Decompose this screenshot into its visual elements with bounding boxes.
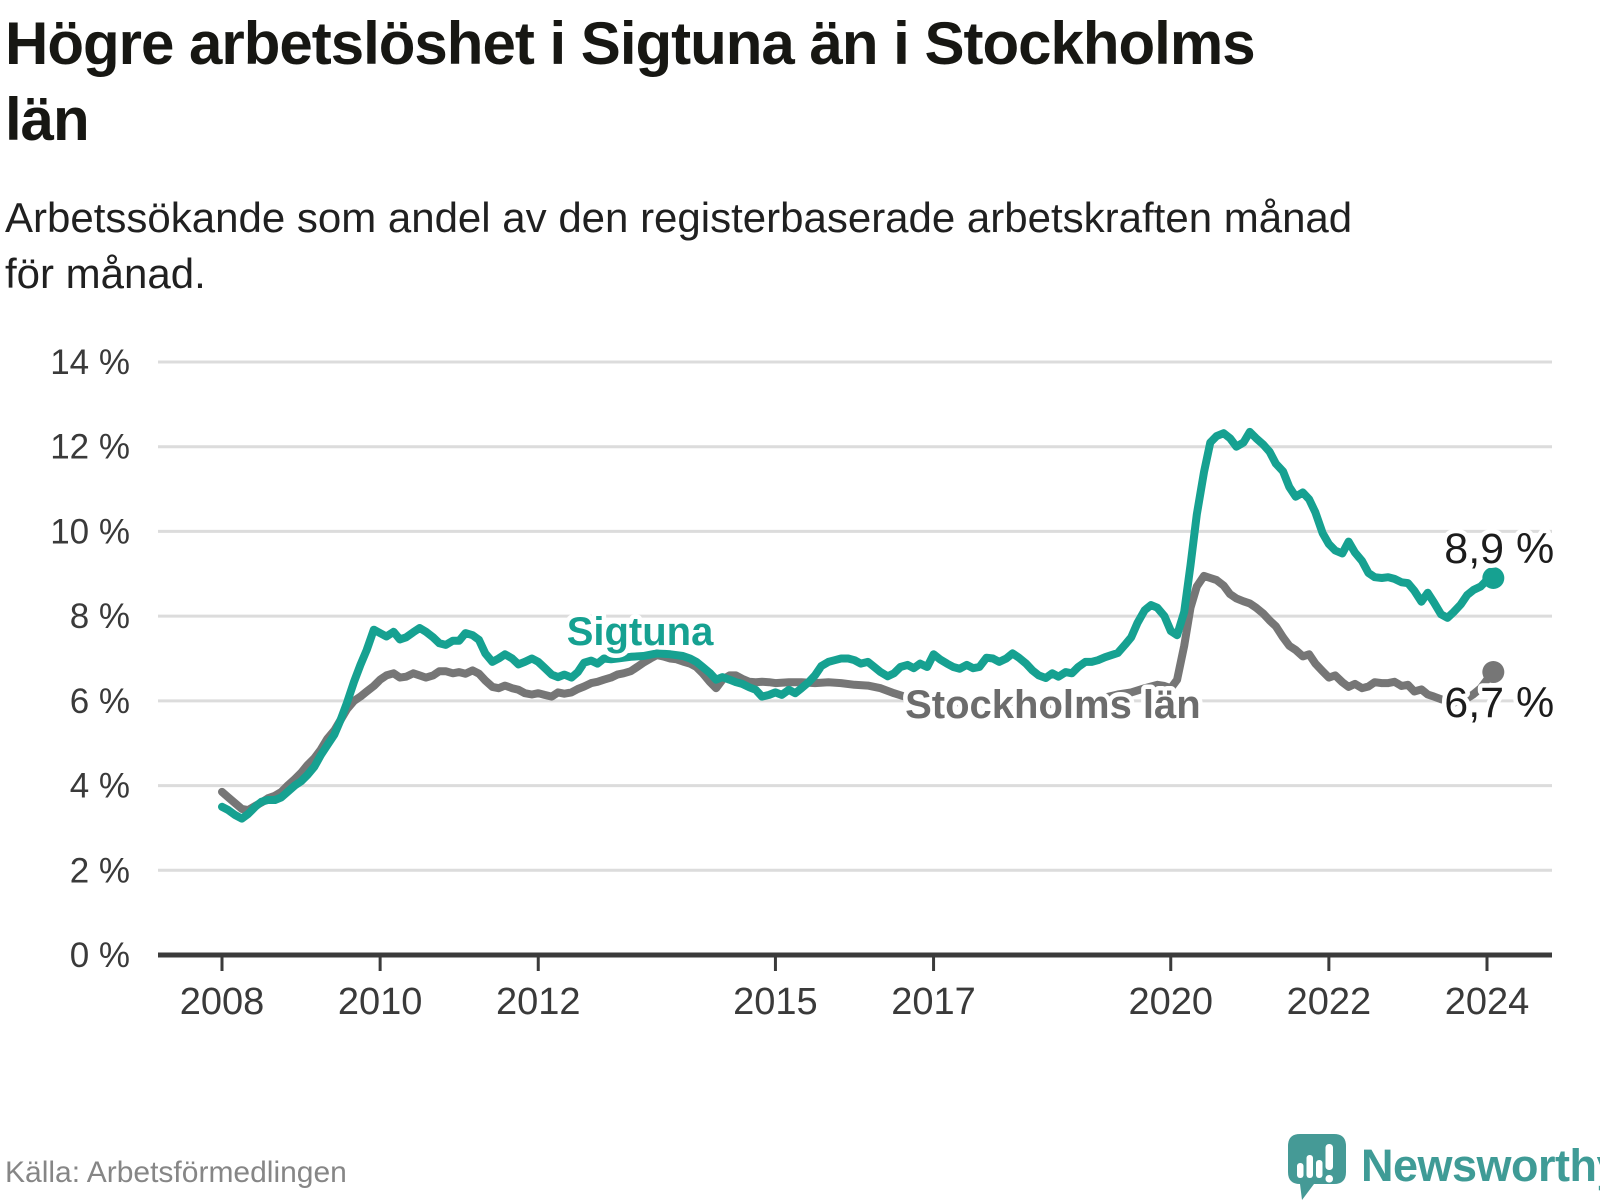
series-line-stockholms-län: [218, 571, 1498, 815]
chart-subtitle-line2: för månad.: [5, 250, 206, 297]
series-line-sigtuna: [218, 427, 1498, 823]
series-label-sigtuna: Sigtuna: [567, 610, 714, 654]
y-tick-label: 14 %: [50, 343, 130, 382]
chart-subtitle: Arbetssökande som andel av den registerb…: [5, 190, 1565, 302]
y-tick-label: 6 %: [70, 682, 130, 721]
y-tick-label: 12 %: [50, 428, 130, 467]
series-label-stockholms-län: Stockholms län: [905, 683, 1201, 727]
value-label-stockholms-län: 6,7 %: [1444, 679, 1554, 727]
series-endpoint-dot-stockholms-län: [1482, 661, 1505, 684]
branding: Newsworthy: [1288, 1134, 1600, 1204]
source-note: Källa: Arbetsförmedlingen: [5, 1156, 347, 1189]
x-tick-label: 2008: [180, 981, 265, 1023]
x-tick-label: 2010: [338, 981, 423, 1023]
x-tick-label: 2022: [1287, 981, 1372, 1023]
y-tick-label: 10 %: [50, 512, 130, 551]
page-title: Högre arbetslöshet i Sigtuna än i Stockh…: [5, 6, 1550, 158]
x-tick-label: 2015: [733, 981, 818, 1023]
y-tick-label: 8 %: [70, 597, 130, 636]
series-endpoint-dot-sigtuna: [1482, 567, 1505, 590]
x-tick-label: 2012: [496, 981, 581, 1023]
y-tick-label: 4 %: [70, 767, 130, 806]
x-tick-label: 2020: [1128, 981, 1213, 1023]
page-title-line2: län: [5, 86, 90, 153]
newsworthy-chart-bubble-icon: [1288, 1134, 1346, 1200]
chart-subtitle-line1: Arbetssökande som andel av den registerb…: [5, 194, 1353, 241]
page-title-line1: Högre arbetslöshet i Sigtuna än i Stockh…: [5, 10, 1256, 77]
x-tick-label: 2017: [891, 981, 976, 1023]
x-tick-label: 2024: [1445, 981, 1530, 1023]
value-label-sigtuna: 8,9 %: [1444, 525, 1554, 573]
y-tick-label: 0 %: [70, 936, 130, 975]
brand-name: Newsworthy: [1361, 1140, 1600, 1191]
y-tick-label: 2 %: [70, 851, 130, 890]
